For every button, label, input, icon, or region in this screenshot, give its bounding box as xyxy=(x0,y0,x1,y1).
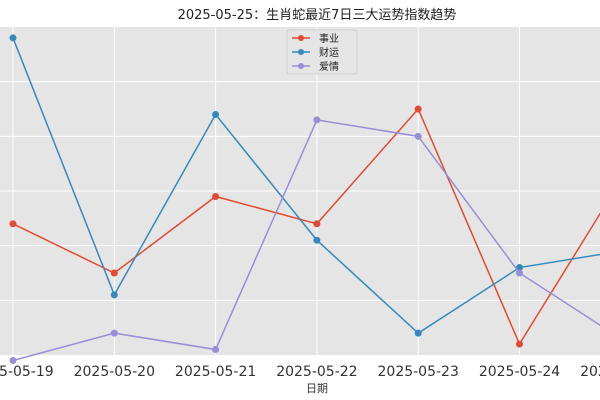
legend-label: 财运 xyxy=(319,46,339,59)
x-tick-label: 2025-05-21 xyxy=(175,364,256,380)
series-0 xyxy=(9,105,600,348)
series-2 xyxy=(9,116,600,364)
series-layer xyxy=(9,34,600,364)
legend-marker xyxy=(298,35,304,41)
data-point xyxy=(516,269,523,277)
x-tick-label: 2025-05-22 xyxy=(276,364,357,380)
x-tick-labels: 2025-05-19 2025-05-20 2025-05-21 2025-05-22… xyxy=(0,364,600,380)
data-point xyxy=(110,329,118,337)
data-point xyxy=(212,346,220,354)
data-point xyxy=(414,132,422,140)
data-point xyxy=(212,110,220,118)
data-point xyxy=(9,220,17,228)
legend-label: 爱情 xyxy=(319,60,339,73)
x-axis-label: 日期 xyxy=(306,382,328,395)
data-point xyxy=(313,116,321,124)
legend-label: 事业 xyxy=(319,32,339,45)
data-point xyxy=(110,291,118,299)
data-point xyxy=(414,105,422,113)
data-point xyxy=(414,329,422,337)
data-point xyxy=(313,220,321,228)
legend-box xyxy=(286,29,358,75)
grid xyxy=(0,27,600,355)
data-point xyxy=(516,264,523,272)
x-tick-label: 2025-05-20 xyxy=(74,364,155,380)
legend-marker xyxy=(298,49,304,55)
x-tick-label: 2025-05-19 xyxy=(0,364,54,380)
legend-marker xyxy=(298,63,304,69)
data-point xyxy=(110,269,118,277)
data-point xyxy=(9,34,17,42)
x-tick-label: 2025-05-23 xyxy=(378,364,459,380)
chart-title: 2025-05-25：生肖蛇最近7日三大运势指数趋势 xyxy=(178,7,457,23)
data-point xyxy=(9,356,17,364)
x-tick-label: 2025-05-25 xyxy=(580,364,600,380)
data-point xyxy=(212,192,220,200)
x-tick-label: 2025-05-24 xyxy=(479,364,560,380)
series-1 xyxy=(9,34,600,337)
data-point xyxy=(516,340,523,348)
data-point xyxy=(313,236,321,244)
